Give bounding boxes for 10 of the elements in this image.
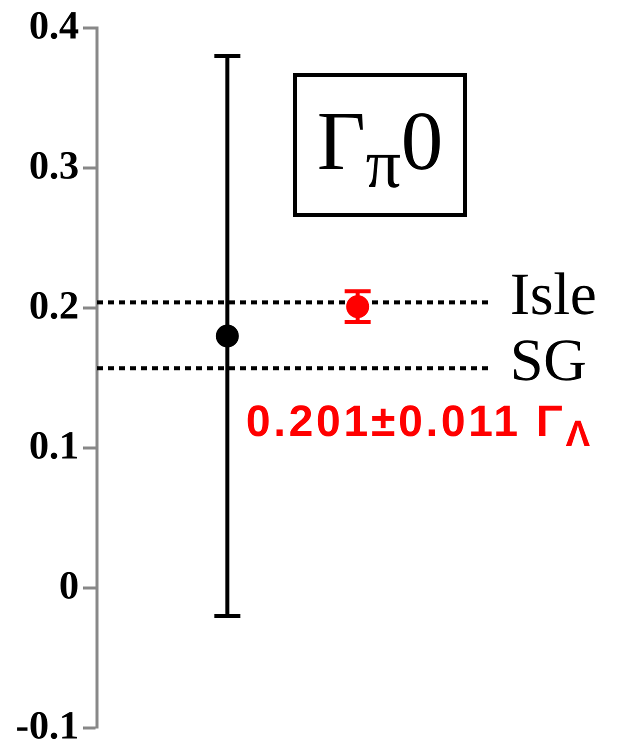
ref-line-label: Isle — [510, 261, 597, 328]
ref-line-label: SG — [510, 326, 587, 393]
y-tick-label: 0.1 — [29, 422, 79, 468]
y-tick-label: 0 — [59, 562, 79, 608]
annotation: 0.201±0.011 Γ$_{Λ}$ — [246, 396, 594, 456]
y-tick-label: 0.2 — [29, 282, 79, 328]
y-tick-label: -0.1 — [16, 702, 79, 748]
title-frame: Γ$_{π}$0 — [293, 73, 467, 217]
y-tick-label: 0.4 — [29, 2, 79, 48]
y-tick-label: 0.3 — [29, 142, 79, 188]
